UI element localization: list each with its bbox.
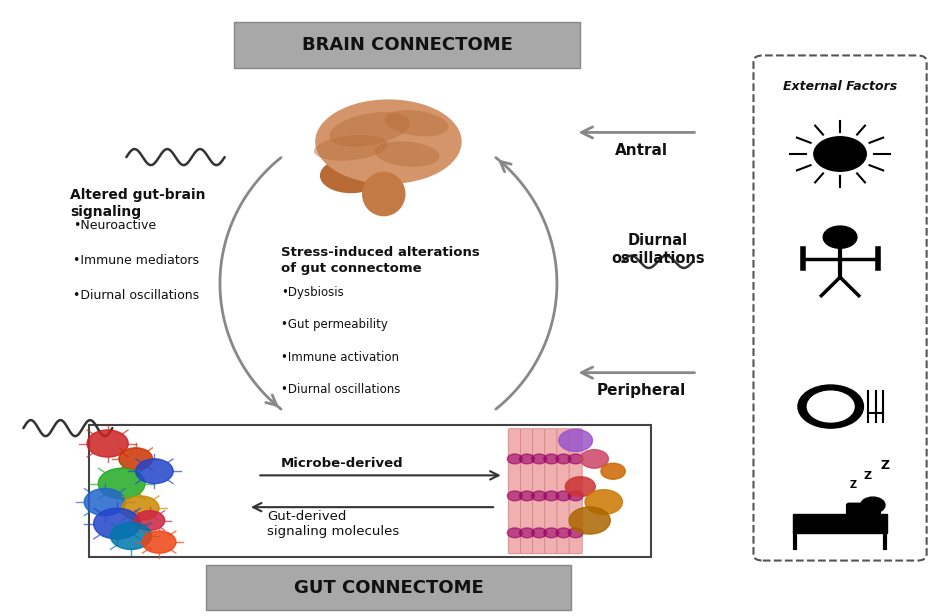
- Text: •Diurnal oscillations: •Diurnal oscillations: [281, 383, 401, 395]
- Text: Stress-induced alterations
of gut connectome: Stress-induced alterations of gut connec…: [281, 246, 479, 275]
- Circle shape: [797, 385, 864, 428]
- Text: •Diurnal oscillations: •Diurnal oscillations: [73, 289, 199, 302]
- Circle shape: [544, 454, 559, 464]
- Circle shape: [532, 491, 547, 501]
- Ellipse shape: [363, 172, 405, 216]
- Circle shape: [824, 226, 857, 248]
- Ellipse shape: [385, 110, 448, 136]
- FancyBboxPatch shape: [89, 425, 651, 557]
- FancyBboxPatch shape: [569, 429, 582, 554]
- Circle shape: [565, 477, 595, 496]
- Circle shape: [519, 491, 534, 501]
- Ellipse shape: [320, 158, 382, 192]
- Circle shape: [568, 454, 583, 464]
- Text: External Factors: External Factors: [782, 79, 898, 93]
- Circle shape: [556, 528, 571, 538]
- Text: Microbe-derived: Microbe-derived: [281, 458, 403, 471]
- Text: Gut-derived
signaling molecules: Gut-derived signaling molecules: [267, 510, 399, 538]
- Circle shape: [544, 491, 559, 501]
- Circle shape: [556, 491, 571, 501]
- FancyBboxPatch shape: [793, 514, 887, 533]
- Circle shape: [507, 491, 522, 501]
- Text: BRAIN CONNECTOME: BRAIN CONNECTOME: [301, 36, 513, 54]
- Circle shape: [519, 454, 534, 464]
- Text: Diurnal
oscillations: Diurnal oscillations: [611, 233, 705, 266]
- Circle shape: [119, 448, 153, 470]
- Circle shape: [507, 454, 522, 464]
- FancyBboxPatch shape: [520, 429, 534, 554]
- FancyBboxPatch shape: [847, 503, 881, 522]
- FancyBboxPatch shape: [508, 429, 521, 554]
- FancyBboxPatch shape: [545, 429, 558, 554]
- Text: •Dysbiosis: •Dysbiosis: [281, 286, 344, 299]
- Circle shape: [94, 508, 140, 539]
- Text: •Immune activation: •Immune activation: [281, 351, 399, 363]
- Circle shape: [568, 491, 583, 501]
- Text: •Neuroactive: •Neuroactive: [73, 219, 156, 232]
- FancyBboxPatch shape: [206, 565, 571, 610]
- FancyBboxPatch shape: [753, 55, 927, 561]
- Circle shape: [519, 528, 534, 538]
- FancyBboxPatch shape: [557, 429, 570, 554]
- Circle shape: [122, 496, 159, 521]
- Circle shape: [556, 454, 571, 464]
- Ellipse shape: [374, 141, 440, 167]
- FancyBboxPatch shape: [533, 429, 546, 554]
- Text: •Gut permeability: •Gut permeability: [281, 318, 388, 331]
- Ellipse shape: [329, 112, 410, 147]
- Circle shape: [861, 497, 885, 513]
- Circle shape: [601, 463, 625, 479]
- Circle shape: [580, 450, 608, 468]
- Circle shape: [98, 468, 145, 499]
- Text: Z: Z: [881, 460, 889, 472]
- Ellipse shape: [316, 100, 461, 184]
- Text: Altered gut-brain
signaling: Altered gut-brain signaling: [70, 188, 206, 219]
- Circle shape: [532, 528, 547, 538]
- Circle shape: [569, 507, 610, 534]
- Circle shape: [136, 459, 173, 484]
- Text: Peripheral: Peripheral: [596, 383, 686, 398]
- Ellipse shape: [314, 135, 388, 161]
- Circle shape: [813, 137, 867, 171]
- Circle shape: [110, 522, 152, 549]
- Text: GUT CONNECTOME: GUT CONNECTOME: [294, 578, 483, 597]
- Text: Antral: Antral: [615, 143, 667, 158]
- Circle shape: [544, 528, 559, 538]
- Text: Z: Z: [864, 471, 871, 481]
- Circle shape: [135, 511, 165, 530]
- Circle shape: [568, 528, 583, 538]
- Circle shape: [84, 488, 125, 516]
- Circle shape: [807, 391, 854, 422]
- Text: •Immune mediators: •Immune mediators: [73, 254, 199, 267]
- Circle shape: [532, 454, 547, 464]
- Text: Z: Z: [850, 480, 856, 490]
- Circle shape: [142, 531, 176, 553]
- FancyBboxPatch shape: [234, 22, 580, 68]
- Circle shape: [507, 528, 522, 538]
- Circle shape: [87, 430, 128, 457]
- Circle shape: [559, 429, 592, 452]
- Circle shape: [585, 490, 622, 514]
